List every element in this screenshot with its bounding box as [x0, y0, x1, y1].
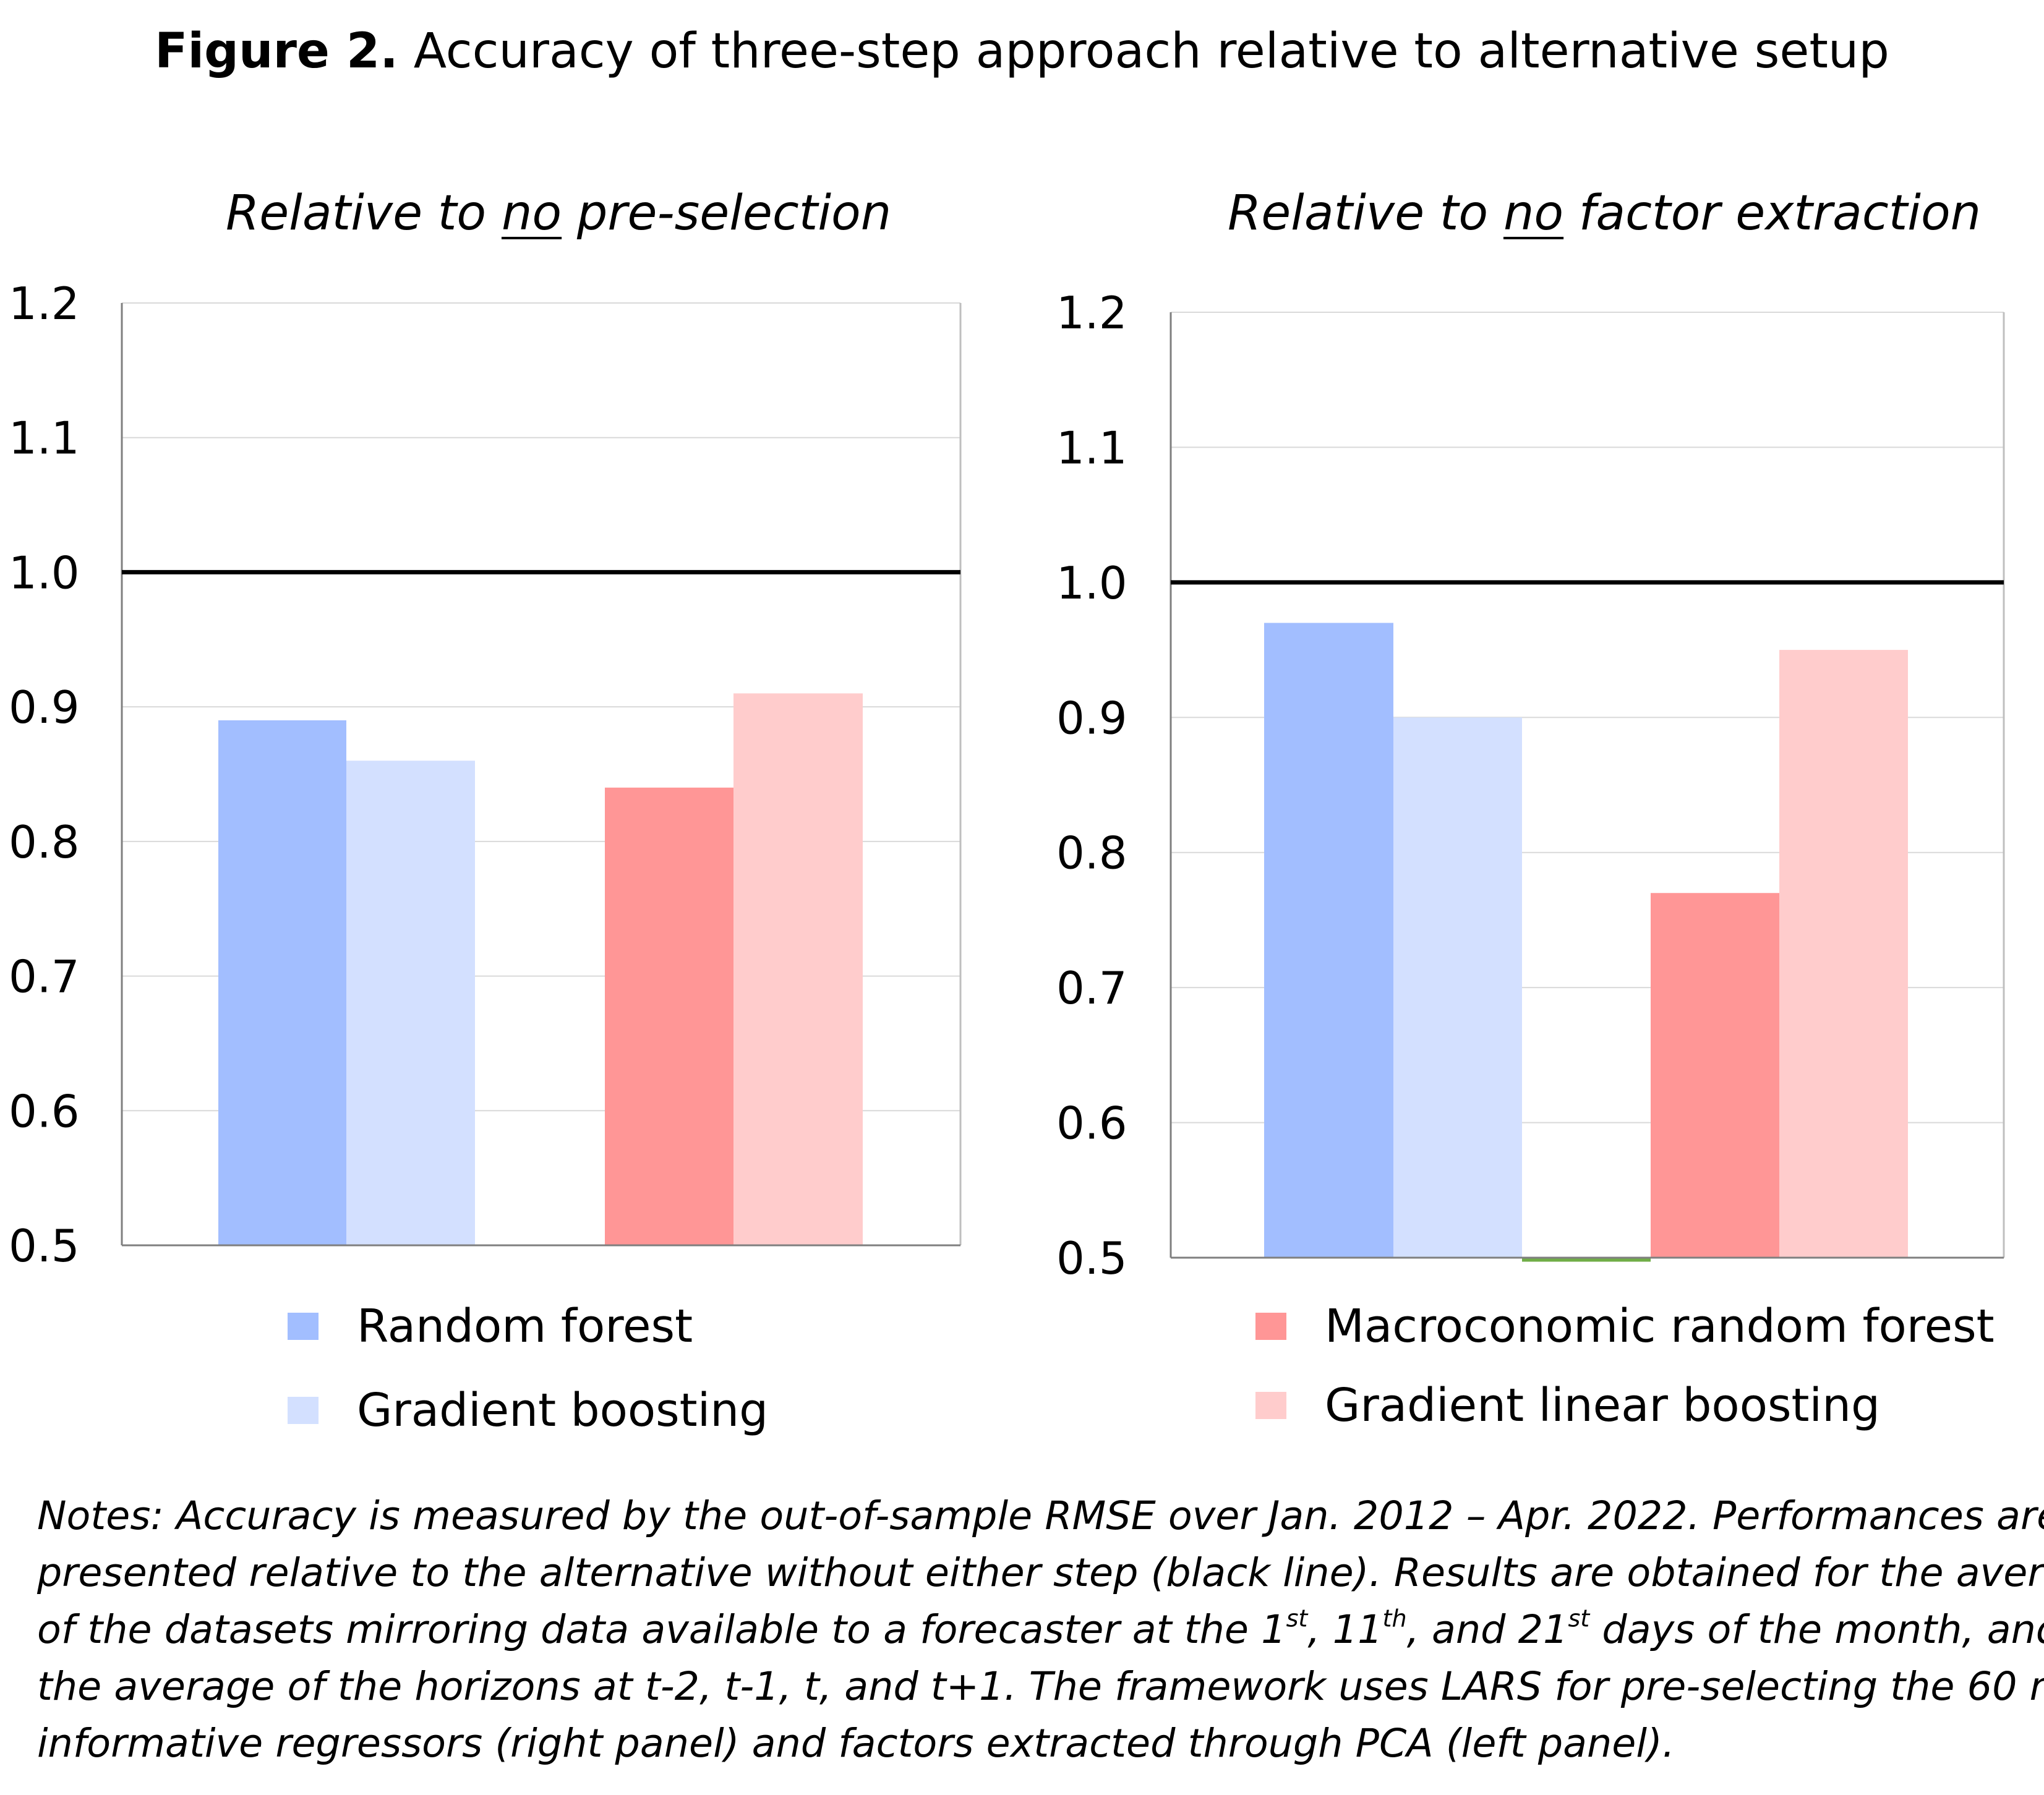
y-tick-label: 1.2: [9, 278, 80, 330]
y-tick-label: 0.6: [1056, 1098, 1127, 1149]
left-panel-title: Relative to no pre-selection: [226, 185, 892, 241]
bar-random-forest: [218, 720, 346, 1245]
figure-title-text: Accuracy of three-step approach relative…: [413, 23, 1889, 79]
y-tick-label: 1.0: [9, 547, 80, 599]
y-tick-label: 1.2: [1056, 287, 1127, 339]
y-tick-label: 0.7: [1056, 962, 1127, 1014]
y-tick-label: 0.8: [1056, 827, 1127, 879]
bar-gradient-boosting: [1393, 717, 1522, 1258]
bar-macroeconomic-random-forest: [605, 787, 733, 1245]
notes-line: of the datasets mirroring data available…: [37, 1605, 2044, 1652]
legend-swatch-macroeconomic-random-forest: [1255, 1313, 1286, 1340]
legend-swatch-random-forest: [288, 1313, 319, 1340]
legend-item-gradient-linear-boosting: Gradient linear boosting: [1255, 1379, 1880, 1432]
bar-random-forest: [1264, 623, 1393, 1258]
notes-line: Notes: Accuracy is measured by the out-o…: [37, 1493, 2044, 1538]
legend-item-random-forest: Random forest: [288, 1300, 693, 1353]
y-tick-label: 1.1: [1056, 422, 1127, 474]
notes-line: the average of the horizons at t-2, t-1,…: [37, 1663, 2044, 1709]
legend-swatch-gradient-linear-boosting: [1255, 1392, 1286, 1419]
bar-gradient-linear-boosting: [1779, 650, 1908, 1258]
y-tick-label: 0.5: [9, 1220, 80, 1272]
legend-swatch-gradient-boosting: [288, 1397, 319, 1424]
bar-gradient-linear-boosting: [733, 693, 863, 1245]
legend-item-gradient-boosting: Gradient boosting: [288, 1384, 768, 1437]
legend-item-macroeconomic-random-forest: Macroconomic random forest: [1255, 1300, 1995, 1353]
y-tick-label: 1.0: [1056, 557, 1127, 609]
legend-label: Gradient linear boosting: [1325, 1379, 1880, 1432]
legend-label: Macroconomic random forest: [1325, 1300, 1995, 1353]
legend-label: Random forest: [357, 1300, 693, 1353]
figure-title: Figure 2. Accuracy of three-step approac…: [0, 23, 2044, 79]
y-tick-label: 0.6: [9, 1085, 80, 1137]
y-tick-label: 0.8: [9, 816, 80, 868]
figure-notes: Notes: Accuracy is measured by the out-o…: [37, 1487, 2044, 1772]
bar-gradient-boosting: [346, 761, 475, 1245]
figure-label: Figure 2.: [155, 23, 398, 79]
bar-macroeconomic-random-forest: [1651, 893, 1779, 1258]
y-tick-label: 1.1: [9, 412, 80, 464]
right-panel-title: Relative to no factor extraction: [1228, 185, 1982, 241]
y-tick-label: 0.7: [9, 951, 80, 1003]
y-tick-label: 0.9: [9, 681, 80, 733]
notes-line: informative regressors (right panel) and…: [37, 1720, 1675, 1766]
legend-label: Gradient boosting: [357, 1384, 769, 1437]
notes-line: presented relative to the alternative wi…: [37, 1550, 2044, 1595]
y-tick-label: 0.9: [1056, 692, 1127, 744]
y-tick-label: 0.5: [1056, 1232, 1127, 1284]
